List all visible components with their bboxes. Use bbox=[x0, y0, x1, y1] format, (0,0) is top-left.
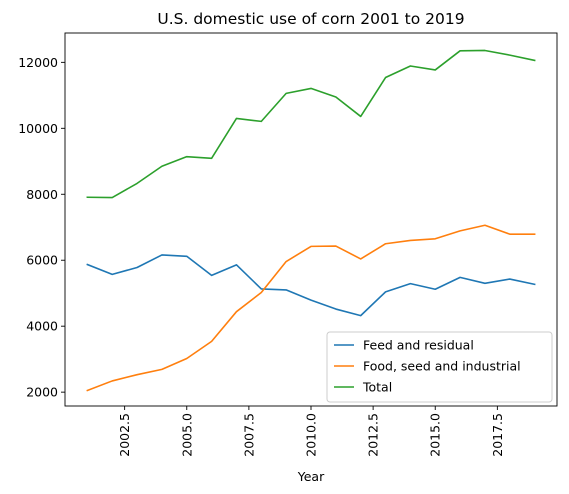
y-tick-label: 4000 bbox=[26, 319, 58, 334]
y-tick-label: 10000 bbox=[18, 121, 58, 136]
series-line-0 bbox=[86, 254, 536, 317]
y-tick-label: 8000 bbox=[26, 187, 58, 202]
legend: Feed and residual Food, seed and industri… bbox=[326, 331, 553, 403]
x-tick-label: 2002.5 bbox=[117, 413, 132, 457]
y-tick-label: 12000 bbox=[18, 55, 58, 70]
y-tick-label: 2000 bbox=[26, 385, 58, 400]
series-line-2 bbox=[86, 49, 536, 199]
chart-title: U.S. domestic use of corn 2001 to 2019 bbox=[157, 10, 464, 28]
x-tick-label: 2005.0 bbox=[179, 413, 194, 457]
series-layer bbox=[86, 49, 536, 392]
x-tick-label: 2017.5 bbox=[490, 413, 505, 457]
legend-box bbox=[326, 331, 553, 403]
x-tick-label: 2007.5 bbox=[241, 413, 256, 457]
legend-label: Food, seed and industrial bbox=[363, 359, 521, 374]
y-axis: 2000 4000 6000 8000 10000 12000 bbox=[18, 55, 65, 400]
legend-label: Feed and residual bbox=[363, 338, 474, 353]
x-tick-label: 2010.0 bbox=[304, 413, 319, 457]
x-axis: 2002.5 2005.0 2007.5 2010.0 2012.5 2015.0 2017… bbox=[117, 406, 505, 457]
x-tick-label: 2012.5 bbox=[366, 413, 381, 457]
x-axis-label: Year bbox=[297, 469, 325, 484]
x-tick-label: 2015.0 bbox=[428, 413, 443, 457]
legend-label: Total bbox=[362, 380, 392, 395]
series-line-1 bbox=[86, 224, 536, 392]
y-tick-label: 6000 bbox=[26, 253, 58, 268]
